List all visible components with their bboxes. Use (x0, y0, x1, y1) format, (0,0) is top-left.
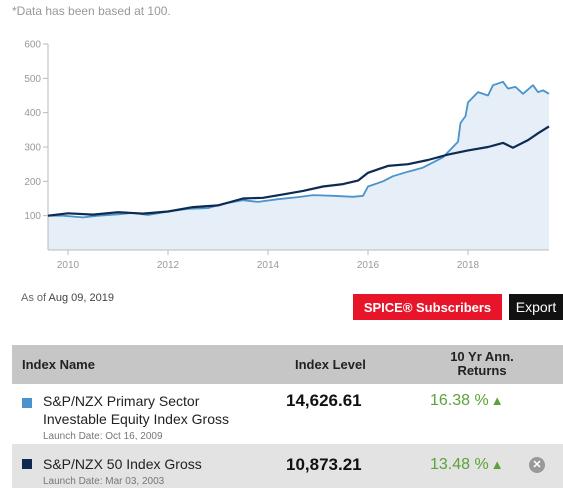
remove-row-close-icon[interactable]: ✕ (529, 457, 545, 473)
table-row[interactable]: S&P/NZX 50 Index Gross Launch Date: Mar … (12, 445, 563, 488)
as-of-date: As of Aug 09, 2019 (21, 292, 114, 304)
as-of-label: As of (21, 292, 47, 304)
x-tick-label: 2014 (257, 260, 280, 271)
spice-subscribers-button[interactable]: SPICE® Subscribers (353, 294, 502, 320)
table-row[interactable]: S&P/NZX Primary Sector Investable Equity… (12, 384, 563, 445)
index-level: 10,873.21 (286, 455, 362, 474)
launch-date-label: Launch Date: (43, 431, 103, 442)
launch-date-value: Oct 16, 2009 (105, 431, 163, 442)
index-level: 14,626.61 (286, 391, 362, 410)
export-button[interactable]: Export (509, 294, 563, 320)
data-note: *Data has been based at 100. (12, 4, 171, 18)
y-tick-label: 200 (24, 177, 41, 188)
launch-date: Launch Date: Mar 03, 2003 (43, 476, 164, 487)
y-tick-label: 600 (24, 40, 41, 51)
table-header: Index Name Index Level 10 Yr Ann. Return… (12, 345, 563, 384)
ten-year-return: 16.38 % ▲ (430, 392, 504, 410)
y-tick-label: 500 (24, 74, 41, 85)
x-tick-label: 2016 (357, 260, 380, 271)
series-line-1 (47, 125, 550, 217)
y-tick-label: 300 (24, 143, 41, 154)
x-tick-label: 2012 (157, 260, 180, 271)
launch-date-value: Mar 03, 2003 (105, 476, 165, 487)
x-tick-label: 2010 (57, 260, 80, 271)
header-10yr-returns: 10 Yr Ann. Returns (450, 349, 514, 378)
chart-svg: 100 200 300 400 500 600 2010 2012 2014 2016 2018 (24, 40, 550, 271)
y-tick-label: 100 (24, 211, 41, 222)
as-of-value: Aug 09, 2019 (48, 292, 114, 304)
return-value: 16.38 % (430, 392, 489, 409)
index-name: S&P/NZX 50 Index Gross (43, 456, 202, 472)
ten-year-return: 13.48 % ▲ (430, 456, 504, 474)
performance-chart[interactable]: 100 200 300 400 500 600 2010 2012 2014 2016 2018 (0, 34, 563, 279)
launch-date-label: Launch Date: (43, 476, 103, 487)
return-value: 13.48 % (430, 456, 489, 473)
up-arrow-icon: ▲ (490, 393, 504, 408)
series-area-0 (48, 81, 549, 250)
y-tick-label: 400 (24, 108, 41, 119)
index-table: Index Name Index Level 10 Yr Ann. Return… (12, 345, 563, 488)
up-arrow-icon: ▲ (490, 457, 504, 472)
launch-date: Launch Date: Oct 16, 2009 (43, 431, 163, 442)
series-swatch (22, 459, 32, 469)
series-swatch (22, 398, 32, 408)
x-tick-label: 2018 (457, 260, 480, 271)
index-name: S&P/NZX Primary Sector Investable Equity… (43, 393, 229, 427)
header-index-level: Index Level (295, 357, 366, 372)
header-index-name: Index Name (22, 357, 95, 372)
